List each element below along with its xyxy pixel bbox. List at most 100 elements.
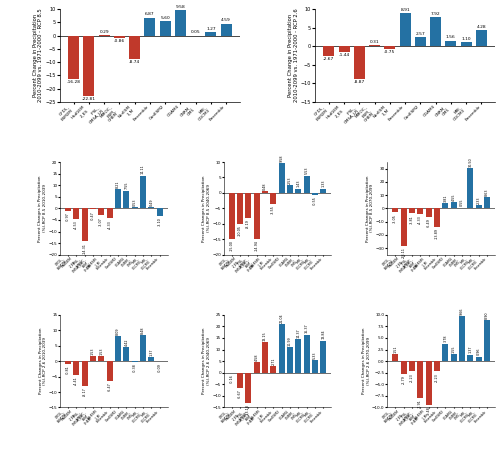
Bar — [476, 31, 487, 46]
Text: 16.37: 16.37 — [304, 324, 308, 333]
Text: -0.47: -0.47 — [91, 211, 95, 219]
Bar — [400, 361, 406, 374]
Text: -0.55: -0.55 — [313, 196, 317, 205]
Text: 5.53: 5.53 — [304, 167, 308, 175]
Text: 8.21: 8.21 — [116, 181, 120, 188]
Y-axis label: Percent Change in Precipitation
2010-2099 vs. 1971-2000 - RCP 2.6: Percent Change in Precipitation 2010-209… — [288, 9, 298, 102]
Text: 3.78: 3.78 — [444, 335, 448, 342]
Text: 1.33: 1.33 — [322, 180, 326, 188]
Text: -13.18: -13.18 — [246, 405, 250, 415]
Bar — [129, 36, 140, 59]
Y-axis label: Percent Changes in Precipitation
(%)-RCP 8.5 2010-2039: Percent Changes in Precipitation (%)-RCP… — [38, 175, 47, 242]
Bar — [418, 208, 424, 214]
Text: 0.49: 0.49 — [150, 198, 154, 206]
Bar — [287, 347, 293, 373]
Text: 1.43: 1.43 — [296, 180, 300, 187]
Y-axis label: Percent Changes in Precipitation
(%)-RCP 2.6 2010-2039: Percent Changes in Precipitation (%)-RCP… — [38, 328, 47, 394]
Bar — [82, 361, 87, 386]
Y-axis label: Percent Changes in Precipitation
(%)-RCP 2.6 2070-2099: Percent Changes in Precipitation (%)-RCP… — [362, 328, 370, 394]
Text: -10.05: -10.05 — [238, 225, 242, 236]
Bar — [278, 324, 284, 373]
Bar — [175, 10, 186, 36]
Text: 2.57: 2.57 — [416, 31, 425, 36]
Text: -6.67: -6.67 — [238, 389, 242, 398]
Bar — [304, 335, 310, 373]
Bar — [400, 208, 406, 245]
Text: -0.09: -0.09 — [158, 363, 162, 371]
Bar — [400, 13, 410, 46]
Text: 7.92: 7.92 — [431, 12, 440, 16]
Text: 1.10: 1.10 — [462, 37, 471, 41]
Bar — [115, 336, 121, 361]
Bar — [415, 37, 426, 46]
Text: 1.27: 1.27 — [206, 27, 216, 31]
Text: -0.38: -0.38 — [132, 364, 136, 372]
Text: -0.97: -0.97 — [66, 212, 70, 221]
Text: -15.00: -15.00 — [230, 241, 234, 251]
Text: 8.91: 8.91 — [400, 8, 410, 12]
Bar — [430, 17, 441, 46]
Bar — [65, 361, 71, 363]
Text: 5.60: 5.60 — [160, 16, 170, 20]
Bar — [392, 208, 398, 213]
Text: -6.47: -6.47 — [108, 382, 112, 391]
Bar — [384, 46, 396, 49]
Text: -16.28: -16.28 — [66, 80, 80, 84]
Text: 8.90: 8.90 — [485, 311, 489, 319]
Text: 13.84: 13.84 — [322, 330, 326, 339]
Text: 10.99: 10.99 — [288, 336, 292, 346]
Bar — [157, 208, 163, 216]
Bar — [442, 344, 448, 361]
Bar — [450, 354, 456, 361]
Text: -1.44: -1.44 — [338, 53, 350, 57]
Bar — [82, 208, 87, 242]
Bar — [98, 35, 110, 36]
Text: -22.81: -22.81 — [82, 97, 96, 101]
Bar — [115, 189, 121, 208]
Text: -14.94: -14.94 — [254, 240, 258, 251]
Bar — [426, 208, 432, 217]
Bar — [312, 360, 318, 373]
Bar — [73, 208, 80, 219]
Text: 21.04: 21.04 — [280, 313, 283, 323]
Bar — [114, 36, 125, 38]
Bar — [148, 207, 154, 208]
Bar — [90, 208, 96, 209]
Text: -3.05: -3.05 — [393, 214, 397, 223]
Bar — [409, 361, 415, 371]
Text: -8.74: -8.74 — [129, 60, 140, 64]
Text: 3.81: 3.81 — [444, 194, 448, 202]
Bar — [324, 46, 334, 56]
Bar — [206, 32, 216, 36]
Bar — [124, 348, 130, 361]
Text: 4.58: 4.58 — [254, 353, 258, 361]
Text: -2.67: -2.67 — [324, 57, 334, 61]
Bar — [73, 361, 80, 375]
Bar — [228, 193, 234, 239]
Text: -9.48: -9.48 — [426, 407, 430, 415]
Bar — [65, 208, 71, 211]
Text: -0.86: -0.86 — [114, 39, 125, 43]
Bar — [434, 208, 440, 227]
Bar — [132, 361, 138, 363]
Bar — [296, 339, 302, 373]
Bar — [320, 189, 326, 193]
Bar — [392, 354, 398, 361]
Y-axis label: Percent Changes in Precipitation
(%)-RCP 8.5 2040-2069: Percent Changes in Precipitation (%)-RCP… — [202, 175, 210, 242]
Bar — [409, 208, 415, 213]
Bar — [144, 18, 156, 36]
Text: 8.63: 8.63 — [485, 188, 489, 195]
Text: -3.81: -3.81 — [410, 215, 414, 224]
Text: 9.66: 9.66 — [460, 307, 464, 315]
Text: -3.07: -3.07 — [100, 217, 103, 225]
Text: 13.15: 13.15 — [263, 331, 267, 341]
Text: 14.11: 14.11 — [141, 165, 145, 174]
Bar — [442, 203, 448, 208]
Text: -3.55: -3.55 — [272, 205, 276, 214]
Bar — [304, 176, 310, 193]
Bar — [270, 366, 276, 373]
Bar — [369, 45, 380, 46]
Bar — [484, 320, 490, 361]
Text: 4.55: 4.55 — [452, 194, 456, 201]
Text: 0.55: 0.55 — [460, 199, 464, 206]
